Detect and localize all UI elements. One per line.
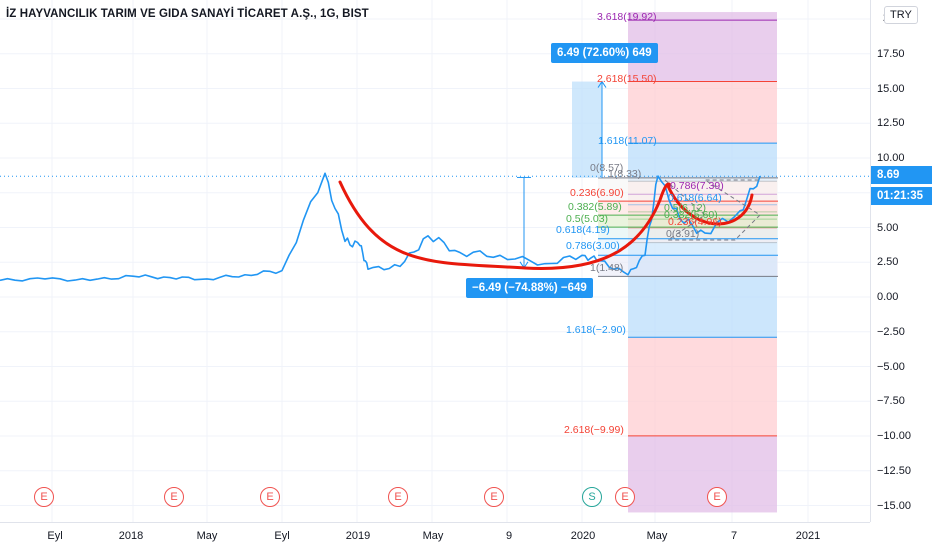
earnings-event-marker[interactable]: E	[615, 487, 635, 507]
fib-small-band	[598, 201, 778, 216]
price-tick-label: 10.00	[877, 152, 905, 164]
earnings-event-marker[interactable]: E	[484, 487, 504, 507]
price-tick-label: −12.50	[877, 464, 911, 477]
price-tick-label: 15.00	[877, 82, 905, 95]
fib-small-band	[598, 255, 778, 277]
fib-retracement-label: 0.786(3.00)	[566, 240, 620, 252]
price-scale[interactable]: 17.5015.0012.5010.007.505.002.500.00−2.5…	[870, 0, 932, 522]
fib-zone-left	[628, 143, 665, 182]
fib-retracement-label: 0(8.57)	[590, 162, 624, 174]
time-tick-label: May	[646, 530, 668, 542]
last-price-label: 8.69	[871, 166, 932, 184]
fib-level-label: 0(3.91)	[666, 228, 700, 240]
price-tick-label: −10.00	[877, 430, 911, 442]
price-tick-label: 5.00	[877, 221, 899, 234]
fib-level-label: 0.236(4.96)	[668, 216, 722, 228]
handle-curve	[666, 184, 754, 226]
price-tick-label: −5.00	[877, 360, 905, 373]
fib-level-label: 1(8.33)	[608, 168, 642, 180]
time-tick-label: 9	[505, 530, 513, 542]
fib-small-band	[598, 215, 778, 228]
fib-level-label: 0.5(6.12)	[664, 202, 707, 214]
earnings-event-marker[interactable]: E	[707, 487, 727, 507]
price-series-line	[0, 172, 761, 282]
fib-retracement-label: 0.618(4.19)	[556, 224, 610, 236]
price-tick-label: −7.50	[877, 395, 905, 408]
earnings-event-marker[interactable]: E	[164, 487, 184, 507]
split-event-marker[interactable]: S	[582, 487, 602, 507]
cup-curve	[338, 180, 672, 270]
fib-level-label: 1.618(−2.90)	[566, 324, 626, 336]
fib-retracement-label: 0.236(6.90)	[570, 187, 624, 199]
fib-zone-right	[665, 143, 777, 182]
price-tick-label: −15.00	[877, 499, 911, 512]
fib-level-label: 0.618(6.64)	[668, 192, 722, 204]
price-tick-label: 17.50	[877, 47, 905, 60]
fib-level-label: 2.618(−9.99)	[564, 424, 624, 436]
fib-level-label: 3.618(19.92)	[597, 11, 657, 23]
fib-retracement-label: 1(1.48)	[590, 262, 624, 274]
fib-small-band	[598, 238, 778, 256]
earnings-event-marker[interactable]: E	[260, 487, 280, 507]
time-tick-label: 2018	[118, 530, 144, 542]
price-tick-label: 12.50	[877, 117, 905, 130]
measure-down-label: −6.49 (−74.88%) −649	[466, 278, 593, 298]
fib-zone-left	[628, 337, 665, 436]
measure-up-label: 6.49 (72.60%) 649	[551, 43, 658, 63]
earnings-event-marker[interactable]: E	[34, 487, 54, 507]
time-tick-label: 7	[730, 530, 738, 542]
fib-retracement-label: 0.382(5.89)	[568, 201, 622, 213]
time-tick-label: 2019	[345, 530, 371, 542]
fib-zone-right	[665, 81, 777, 144]
chart-canvas[interactable]	[0, 0, 870, 522]
time-tick-label: May	[196, 530, 218, 542]
time-scale[interactable]: Eyl 2018 May Eyl 2019 May 9 2020 May 7 2021	[0, 522, 870, 551]
time-tick-label: 2021	[795, 530, 821, 542]
fib-zone-right	[665, 12, 777, 82]
time-tick-label: Eyl	[47, 530, 63, 542]
time-tick-label: Eyl	[274, 530, 290, 542]
fib-zone-right	[665, 337, 777, 436]
chart-area[interactable]: İZ HAYVANCILIK TARIM VE GIDA SANAYİ TİCA…	[0, 0, 870, 522]
fib-small-band	[598, 227, 778, 239]
fib-level-label: 1.618(11.07)	[598, 135, 657, 147]
time-tick-label: 2020	[570, 530, 596, 542]
earnings-event-marker[interactable]: E	[388, 487, 408, 507]
price-tick-label: −2.50	[877, 325, 905, 338]
fib-small-band	[598, 177, 778, 202]
fib-zone-left	[628, 81, 665, 144]
currency-button[interactable]: TRY	[884, 6, 918, 24]
symbol-title: İZ HAYVANCILIK TARIM VE GIDA SANAYİ TİCA…	[6, 8, 369, 20]
bar-countdown-label: 01:21:35	[871, 187, 932, 205]
price-tick-label: 0.00	[877, 291, 899, 303]
price-tick-label: 2.50	[877, 256, 899, 269]
time-tick-label: May	[422, 530, 444, 542]
fib-level-label: 2.618(15.50)	[597, 73, 657, 85]
measure-up-arrowhead	[597, 80, 607, 88]
fib-level-label: 0.382(5.60)	[664, 209, 718, 221]
fib-retracement-label: 0.5(5.03)	[566, 213, 609, 225]
pattern-dashed-outline	[664, 179, 761, 241]
fib-level-label: 0.786(7.39)	[670, 180, 724, 192]
measure-up-zone	[572, 81, 602, 178]
